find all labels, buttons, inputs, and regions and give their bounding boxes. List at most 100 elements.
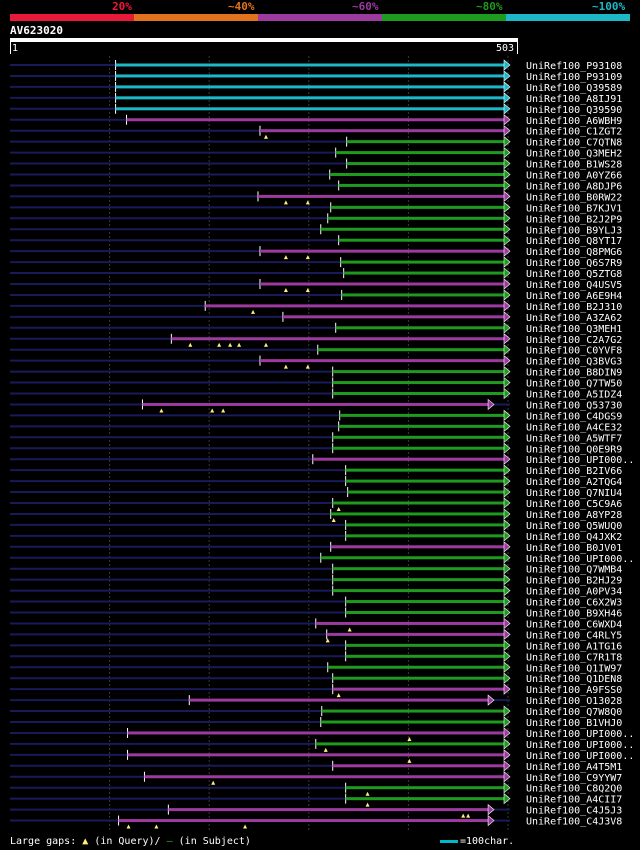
- hit-bar: [345, 468, 504, 472]
- hit-arrowhead: [503, 738, 511, 750]
- query-start-label: 1: [12, 43, 19, 54]
- hit-bar: [115, 85, 504, 89]
- hit-label: UniRef100_Q39590: [526, 105, 622, 116]
- hit-label: UniRef100_A5WTF7: [526, 433, 622, 444]
- identity-legend-bar: [10, 14, 630, 21]
- hit-label: UniRef100_Q1DEN8: [526, 674, 622, 685]
- hit-label: UniRef100_Q7NIU4: [526, 488, 622, 499]
- hit-arrowhead: [503, 541, 511, 553]
- query-gap-marker: [336, 693, 341, 698]
- hit-label: UniRef100_B2J310: [526, 302, 622, 313]
- hit-label: UniRef100_UPI000..: [526, 554, 634, 565]
- hit-label: UniRef100_C7QTN8: [526, 138, 622, 149]
- query-gap-marker-icon: ▲: [82, 836, 89, 847]
- hit-label: UniRef100_Q39589: [526, 83, 622, 94]
- hit-bar: [317, 348, 504, 352]
- gaps-legend-subject-text: (in Subject): [178, 836, 251, 847]
- hit-label: UniRef100_Q8YT17: [526, 236, 622, 247]
- hit-bar: [260, 129, 504, 133]
- query-gap-marker: [365, 791, 370, 796]
- hit-bar: [347, 490, 504, 494]
- hit-label: UniRef100_C6X2W3: [526, 598, 622, 609]
- hit-arrowhead: [503, 333, 511, 345]
- hit-bar: [144, 775, 504, 779]
- hit-arrowhead: [503, 409, 511, 422]
- hit-bar: [338, 424, 504, 428]
- hit-label: UniRef100_B9YLJ3: [526, 225, 622, 236]
- hit-bar: [115, 107, 504, 111]
- hit-bar: [332, 501, 504, 505]
- hit-arrowhead: [503, 146, 511, 159]
- hit-arrowhead: [503, 617, 511, 630]
- hit-label: UniRef100_A9FSS0: [526, 685, 622, 696]
- hit-label: UniRef100_Q0E9R9: [526, 444, 622, 455]
- hit-label: UniRef100_Q3BVG3: [526, 357, 622, 368]
- legend-label-100: ~100%: [592, 0, 626, 13]
- query-gap-marker: [243, 824, 248, 829]
- hit-label: UniRef100_Q3MEH2: [526, 149, 622, 160]
- hit-bar: [345, 643, 504, 647]
- hit-label: UniRef100_A3ZA62: [526, 313, 622, 324]
- hit-bar: [260, 282, 504, 286]
- hit-bar: [115, 96, 504, 100]
- hit-label: UniRef100_Q5ZTG8: [526, 269, 622, 280]
- hit-bar: [126, 118, 504, 122]
- hit-arrowhead: [503, 716, 511, 728]
- hit-arrowhead: [503, 584, 511, 597]
- hit-arrowhead: [487, 814, 495, 827]
- hit-arrowhead: [503, 114, 511, 126]
- hit-bar: [332, 381, 504, 385]
- query-gap-marker: [210, 408, 215, 413]
- hit-arrowhead: [503, 563, 511, 575]
- query-gap-marker: [263, 134, 268, 139]
- query-gap-marker: [323, 747, 328, 752]
- legend-label-80: ~80%: [476, 0, 503, 13]
- query-gap-marker: [305, 200, 310, 205]
- hit-arrowhead: [503, 70, 511, 82]
- hit-arrowhead: [503, 683, 511, 695]
- hit-label: UniRef100_A1TG16: [526, 641, 622, 652]
- hit-arrowhead: [503, 431, 511, 443]
- query-end-label: 503: [496, 43, 515, 54]
- scale-legend: =100char.: [440, 836, 514, 848]
- hit-label: UniRef100_Q7WMB4: [526, 565, 622, 576]
- query-gap-marker: [305, 255, 310, 260]
- hit-label: UniRef100_B2HJ29: [526, 576, 622, 587]
- hit-bar: [326, 632, 504, 636]
- hit-arrowhead: [503, 234, 511, 246]
- scale-label: =100char.: [460, 836, 515, 847]
- hit-label: UniRef100_B1WS28: [526, 160, 622, 171]
- hit-arrowhead: [503, 497, 511, 509]
- hit-bar: [346, 140, 504, 144]
- hit-label: UniRef100_B2J2P9: [526, 214, 622, 225]
- query-gap-marker: [154, 824, 159, 829]
- hit-arrowhead: [503, 59, 511, 71]
- hit-label: UniRef100_Q4JXK2: [526, 532, 622, 543]
- hit-label: UniRef100_A8DJP6: [526, 181, 622, 192]
- hit-arrowhead: [503, 311, 511, 323]
- hit-label: UniRef100_Q8PMG6: [526, 247, 622, 258]
- hit-arrowhead: [503, 201, 511, 213]
- hit-label: UniRef100_C6WXD4: [526, 619, 622, 630]
- hit-label: UniRef100_B0JV01: [526, 543, 622, 554]
- legend-label-60: ~60%: [352, 0, 379, 13]
- hit-label: UniRef100_B0RW22: [526, 192, 622, 203]
- hit-bar: [332, 589, 504, 593]
- hit-label: UniRef100_A4T5M1: [526, 762, 622, 773]
- hit-label: UniRef100_A8IJ91: [526, 94, 622, 105]
- hit-arrowhead: [503, 464, 511, 476]
- hit-label: UniRef100_C7R1T8: [526, 652, 622, 663]
- hit-label: UniRef100_Q6S7R9: [526, 258, 622, 269]
- legend-segment-80: [382, 14, 506, 21]
- hit-label: UniRef100_A0PV34: [526, 587, 622, 598]
- query-bar: [10, 38, 518, 42]
- hit-bar: [338, 238, 504, 242]
- hit-label: UniRef100_UPI000..: [526, 751, 634, 762]
- hit-label: UniRef100_P93108: [526, 61, 622, 72]
- hit-arrowhead: [503, 168, 511, 181]
- hit-bar: [168, 808, 489, 812]
- hit-label: UniRef100_B7KJV1: [526, 203, 622, 214]
- hit-label: UniRef100_C9YYW7: [526, 773, 622, 784]
- hit-bar: [320, 227, 504, 231]
